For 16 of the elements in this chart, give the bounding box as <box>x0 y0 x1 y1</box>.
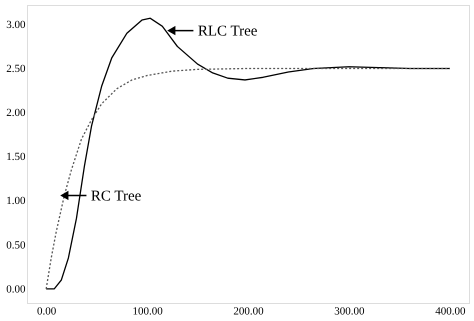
line-series <box>46 68 450 290</box>
annotation: RLC Tree <box>198 24 258 40</box>
x-tick-label: 400.00 <box>435 306 466 318</box>
y-tick-label: 2.00 <box>6 107 26 120</box>
y-tick-label: 1.50 <box>6 151 26 164</box>
y-tick-label: 3.00 <box>6 18 26 31</box>
x-tick-label: 300.00 <box>334 306 366 318</box>
x-tick-label: 100.00 <box>132 306 164 318</box>
y-tick-label: 0.50 <box>6 239 26 252</box>
x-tick-label: 200.00 <box>233 306 264 318</box>
y-tick-label: 2.50 <box>6 62 26 75</box>
line-series <box>46 18 450 290</box>
y-tick-label: 0.00 <box>6 283 26 296</box>
y-tick-label: 1.00 <box>6 195 26 208</box>
annotation: RC Tree <box>90 188 142 204</box>
x-tick-label: 0.00 <box>37 306 57 318</box>
